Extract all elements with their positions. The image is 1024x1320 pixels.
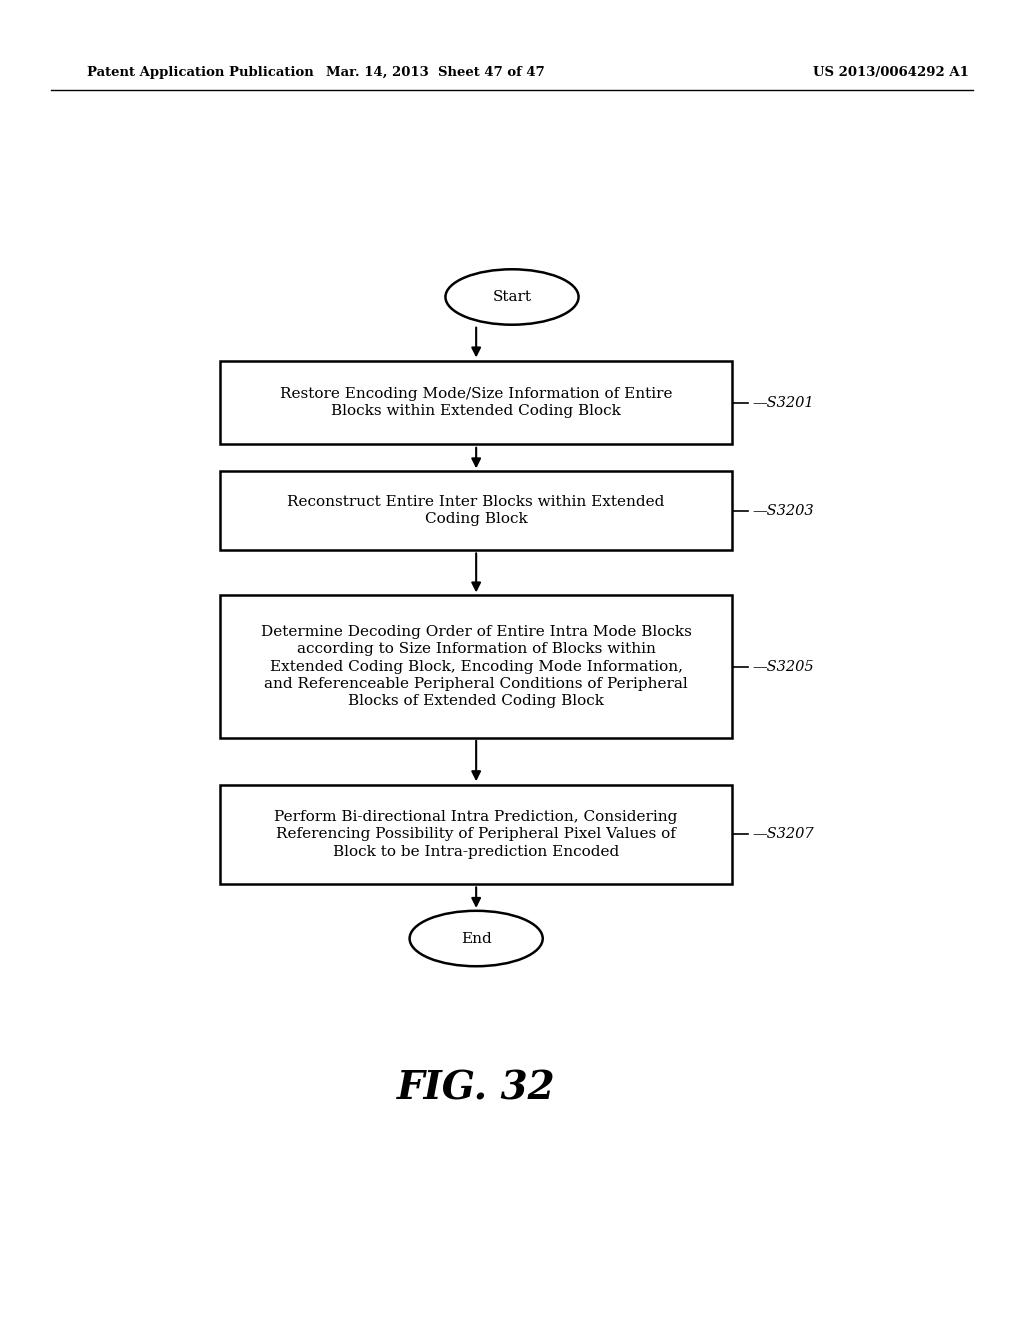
Text: Perform Bi-directional Intra Prediction, Considering
Referencing Possibility of : Perform Bi-directional Intra Prediction,…: [274, 810, 678, 858]
Text: Start: Start: [493, 290, 531, 304]
FancyBboxPatch shape: [220, 471, 732, 550]
Text: FIG. 32: FIG. 32: [397, 1071, 555, 1107]
Text: —S3207: —S3207: [753, 828, 814, 841]
Ellipse shape: [410, 911, 543, 966]
Text: Mar. 14, 2013  Sheet 47 of 47: Mar. 14, 2013 Sheet 47 of 47: [326, 66, 545, 79]
Text: —S3205: —S3205: [753, 660, 814, 673]
FancyBboxPatch shape: [220, 784, 732, 884]
Text: US 2013/0064292 A1: US 2013/0064292 A1: [813, 66, 969, 79]
FancyBboxPatch shape: [220, 595, 732, 738]
Text: Reconstruct Entire Inter Blocks within Extended
Coding Block: Reconstruct Entire Inter Blocks within E…: [288, 495, 665, 527]
Text: Patent Application Publication: Patent Application Publication: [87, 66, 313, 79]
Ellipse shape: [445, 269, 579, 325]
Text: —S3203: —S3203: [753, 504, 814, 517]
Text: End: End: [461, 932, 492, 945]
Text: —S3201: —S3201: [753, 396, 814, 409]
FancyBboxPatch shape: [220, 362, 732, 444]
Text: Restore Encoding Mode/Size Information of Entire
Blocks within Extended Coding B: Restore Encoding Mode/Size Information o…: [280, 387, 673, 418]
Text: Determine Decoding Order of Entire Intra Mode Blocks
according to Size Informati: Determine Decoding Order of Entire Intra…: [261, 624, 691, 709]
